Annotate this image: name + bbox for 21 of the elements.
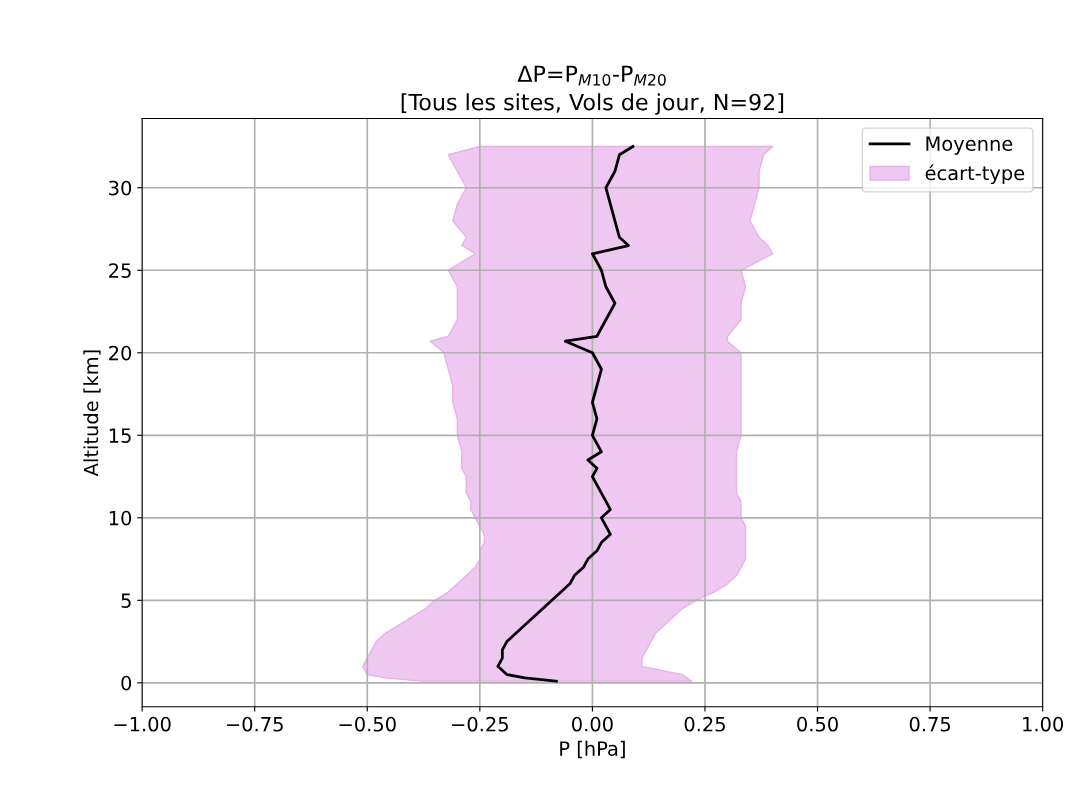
y-tick-label: 5	[121, 593, 131, 608]
y-tick-label: 20	[109, 345, 132, 361]
x-tick-label: 1.00	[1023, 716, 1064, 732]
x-tick-label: −0.25	[452, 716, 508, 732]
x-tick-label: −0.50	[339, 716, 396, 732]
annotation: écart-type	[925, 164, 1025, 185]
x-tick-label: 0.75	[909, 716, 951, 732]
y-axis-title: Altitude [km]	[83, 350, 101, 477]
x-tick-label: −1.00	[114, 716, 171, 732]
y-tick-label: 10	[109, 510, 132, 526]
y-tick-label: 0	[121, 675, 132, 691]
x-tick-label: −0.75	[226, 716, 283, 732]
x-tick-label: 0.00	[572, 716, 613, 732]
y-tick-label: 25	[109, 263, 131, 278]
x-tick-label: 0.50	[797, 716, 838, 732]
legend-label: Moyenne	[926, 136, 1013, 155]
x-axis-title: P [hPa]	[560, 740, 625, 759]
chart-title: ΔP=P$_{M10}$-P$_{M20}$ [Tous les sites, Vols de jour, N=92]	[401, 65, 784, 115]
y-tick-label: 30	[109, 180, 132, 196]
y-tick-label: 15	[109, 428, 131, 443]
x-tick-label: 0.25	[684, 716, 725, 732]
